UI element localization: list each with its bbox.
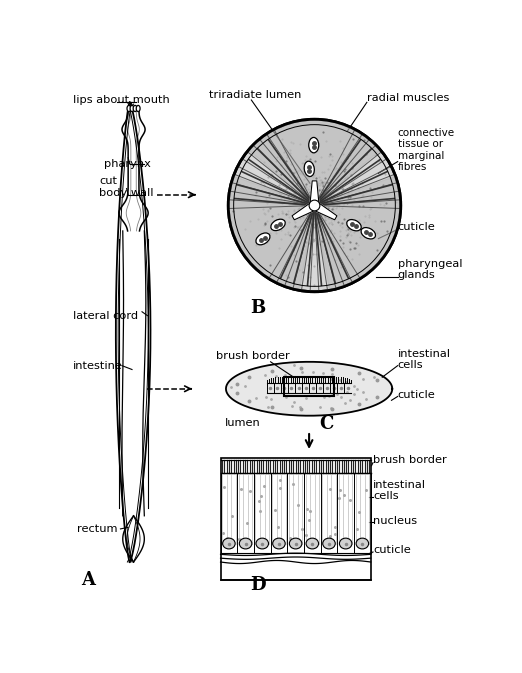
Text: B: B bbox=[250, 299, 265, 317]
Text: A: A bbox=[81, 571, 95, 589]
Polygon shape bbox=[226, 362, 392, 416]
Text: nucleus: nucleus bbox=[373, 516, 417, 526]
Text: cuticle: cuticle bbox=[398, 222, 435, 232]
Text: cuticle: cuticle bbox=[373, 545, 411, 555]
Ellipse shape bbox=[133, 106, 137, 112]
Polygon shape bbox=[312, 201, 337, 220]
Text: D: D bbox=[250, 576, 265, 594]
Text: radial muscles: radial muscles bbox=[367, 93, 449, 103]
Text: intestine: intestine bbox=[73, 361, 123, 371]
Text: triradiate lumen: triradiate lumen bbox=[209, 90, 301, 100]
Polygon shape bbox=[229, 176, 314, 289]
Ellipse shape bbox=[256, 233, 270, 245]
Ellipse shape bbox=[304, 162, 314, 176]
Polygon shape bbox=[310, 181, 319, 205]
Ellipse shape bbox=[347, 219, 361, 231]
Circle shape bbox=[309, 200, 320, 211]
Text: cut
body wall: cut body wall bbox=[99, 176, 153, 198]
Text: pharynx: pharynx bbox=[103, 159, 150, 169]
Polygon shape bbox=[292, 201, 317, 220]
Ellipse shape bbox=[309, 137, 319, 153]
Text: C: C bbox=[319, 415, 334, 433]
Ellipse shape bbox=[271, 219, 285, 231]
Ellipse shape bbox=[223, 538, 235, 549]
Ellipse shape bbox=[356, 538, 369, 549]
Text: pharyngeal
glands: pharyngeal glands bbox=[398, 258, 462, 280]
Ellipse shape bbox=[272, 538, 285, 549]
Text: cuticle: cuticle bbox=[398, 390, 435, 400]
Bar bbox=[284, 377, 334, 396]
Text: rectum: rectum bbox=[77, 524, 118, 534]
Ellipse shape bbox=[127, 106, 131, 112]
Ellipse shape bbox=[136, 106, 140, 112]
Text: brush border: brush border bbox=[373, 456, 447, 465]
Text: connective
tissue or
marginal
fibres: connective tissue or marginal fibres bbox=[398, 128, 455, 172]
Ellipse shape bbox=[256, 538, 268, 549]
Ellipse shape bbox=[130, 106, 134, 112]
Ellipse shape bbox=[323, 538, 335, 549]
Bar bbox=[221, 458, 371, 579]
Text: intestinal
cells: intestinal cells bbox=[398, 349, 450, 370]
Text: lumen: lumen bbox=[224, 419, 260, 429]
Text: intestinal
cells: intestinal cells bbox=[373, 480, 426, 501]
Ellipse shape bbox=[306, 538, 318, 549]
Ellipse shape bbox=[361, 227, 375, 239]
Ellipse shape bbox=[239, 538, 252, 549]
Ellipse shape bbox=[339, 538, 352, 549]
Polygon shape bbox=[315, 176, 400, 289]
Text: lips about mouth: lips about mouth bbox=[73, 95, 170, 105]
Circle shape bbox=[228, 119, 401, 291]
Ellipse shape bbox=[289, 538, 302, 549]
Text: lateral cord: lateral cord bbox=[73, 311, 138, 320]
Text: brush border: brush border bbox=[216, 351, 290, 361]
Polygon shape bbox=[249, 120, 380, 203]
